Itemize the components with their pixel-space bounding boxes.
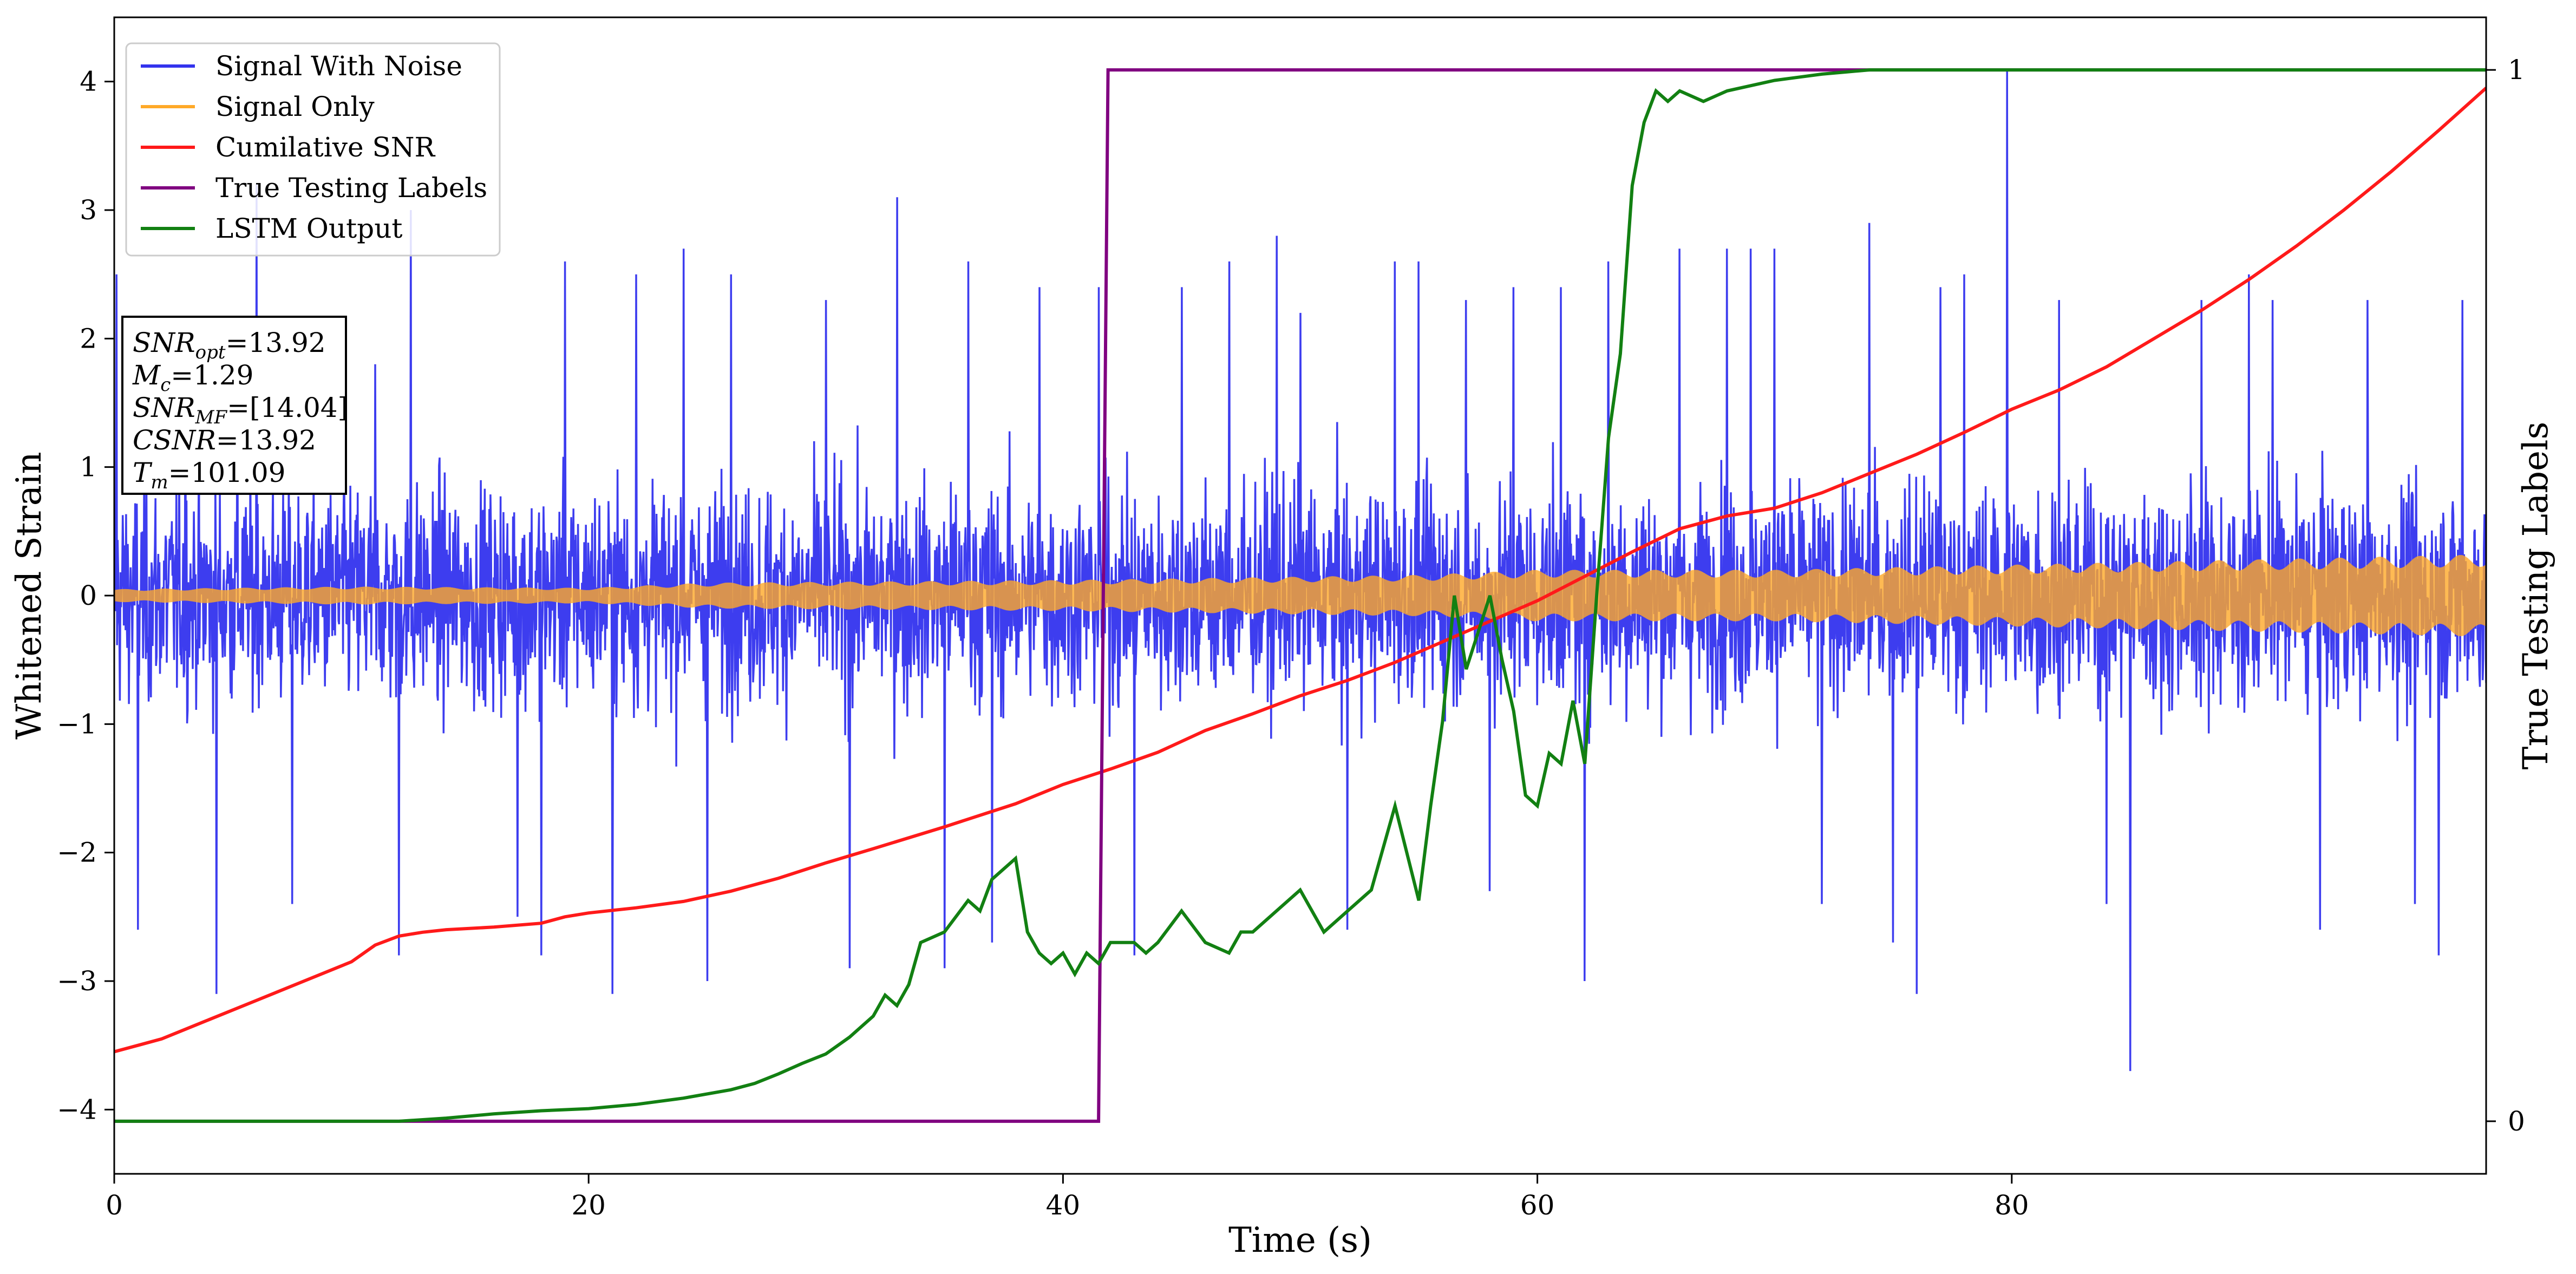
y-axis-label: Whitened Strain: [9, 452, 49, 739]
cumilative-snr-series: [114, 87, 2486, 1054]
signal-only-series: [114, 555, 2486, 636]
y-tick-label: 0: [80, 580, 97, 611]
legend-box: [125, 42, 501, 257]
y-tick-label: 4: [80, 66, 97, 97]
y-tick-label: 3: [80, 194, 97, 226]
y2-tick-label: 0: [2508, 1106, 2525, 1137]
legend-label: Signal Only: [215, 91, 375, 122]
legend-label: Signal With Noise: [215, 50, 462, 82]
x-tick-label: 20: [571, 1190, 606, 1221]
info-value: =101.09: [168, 457, 286, 488]
info-value: =13.92: [216, 424, 316, 456]
info-line: Tm=101.09: [133, 457, 285, 493]
y-tick-label: 2: [80, 323, 97, 354]
info-value: =1.29: [171, 360, 253, 391]
x-axis-label: Time (s): [1228, 1220, 1372, 1260]
legend-label: LSTM Output: [215, 213, 402, 244]
y-tick-label: −2: [57, 837, 97, 868]
y2-tick-label: 1: [2508, 54, 2525, 86]
info-subscript: opt: [195, 342, 226, 363]
info-value: =13.92: [226, 327, 326, 358]
legend-label: Cumilative SNR: [215, 132, 435, 163]
signal-with-noise-series: [114, 68, 2486, 1072]
true-testing-labels-series: [114, 68, 2486, 1123]
info-box: [121, 316, 347, 495]
y-tick-label: −4: [57, 1094, 97, 1125]
info-line: CSNR=13.92: [133, 424, 316, 456]
info-symbol: SNR: [133, 327, 195, 358]
info-symbol: T: [133, 457, 153, 488]
lstm-output-series: [114, 68, 2486, 1123]
info-symbol: CSNR: [133, 424, 216, 456]
plot-area: [114, 68, 2486, 1123]
y-tick-label: −3: [57, 965, 97, 997]
info-symbol: M: [132, 360, 161, 391]
info-symbol: SNR: [133, 392, 195, 423]
y2-axis-label: True Testing Labels: [2516, 422, 2556, 770]
x-tick-label: 60: [1520, 1190, 1555, 1221]
y-tick-label: 1: [80, 452, 97, 483]
x-tick-label: 80: [1995, 1190, 2029, 1221]
info-subscript: MF: [195, 407, 228, 428]
info-line: SNRopt=13.92: [133, 327, 326, 363]
info-subscript: c: [160, 374, 171, 396]
info-line: SNRMF=[14.04]: [133, 392, 348, 428]
x-tick-label: 40: [1046, 1190, 1081, 1221]
x-tick-label: 0: [106, 1190, 123, 1221]
legend-label: True Testing Labels: [215, 172, 487, 204]
info-line: Mc=1.29: [132, 360, 253, 396]
y-tick-label: −1: [57, 708, 97, 740]
info-value: =[14.04]: [227, 392, 348, 423]
info-subscript: m: [151, 472, 168, 493]
